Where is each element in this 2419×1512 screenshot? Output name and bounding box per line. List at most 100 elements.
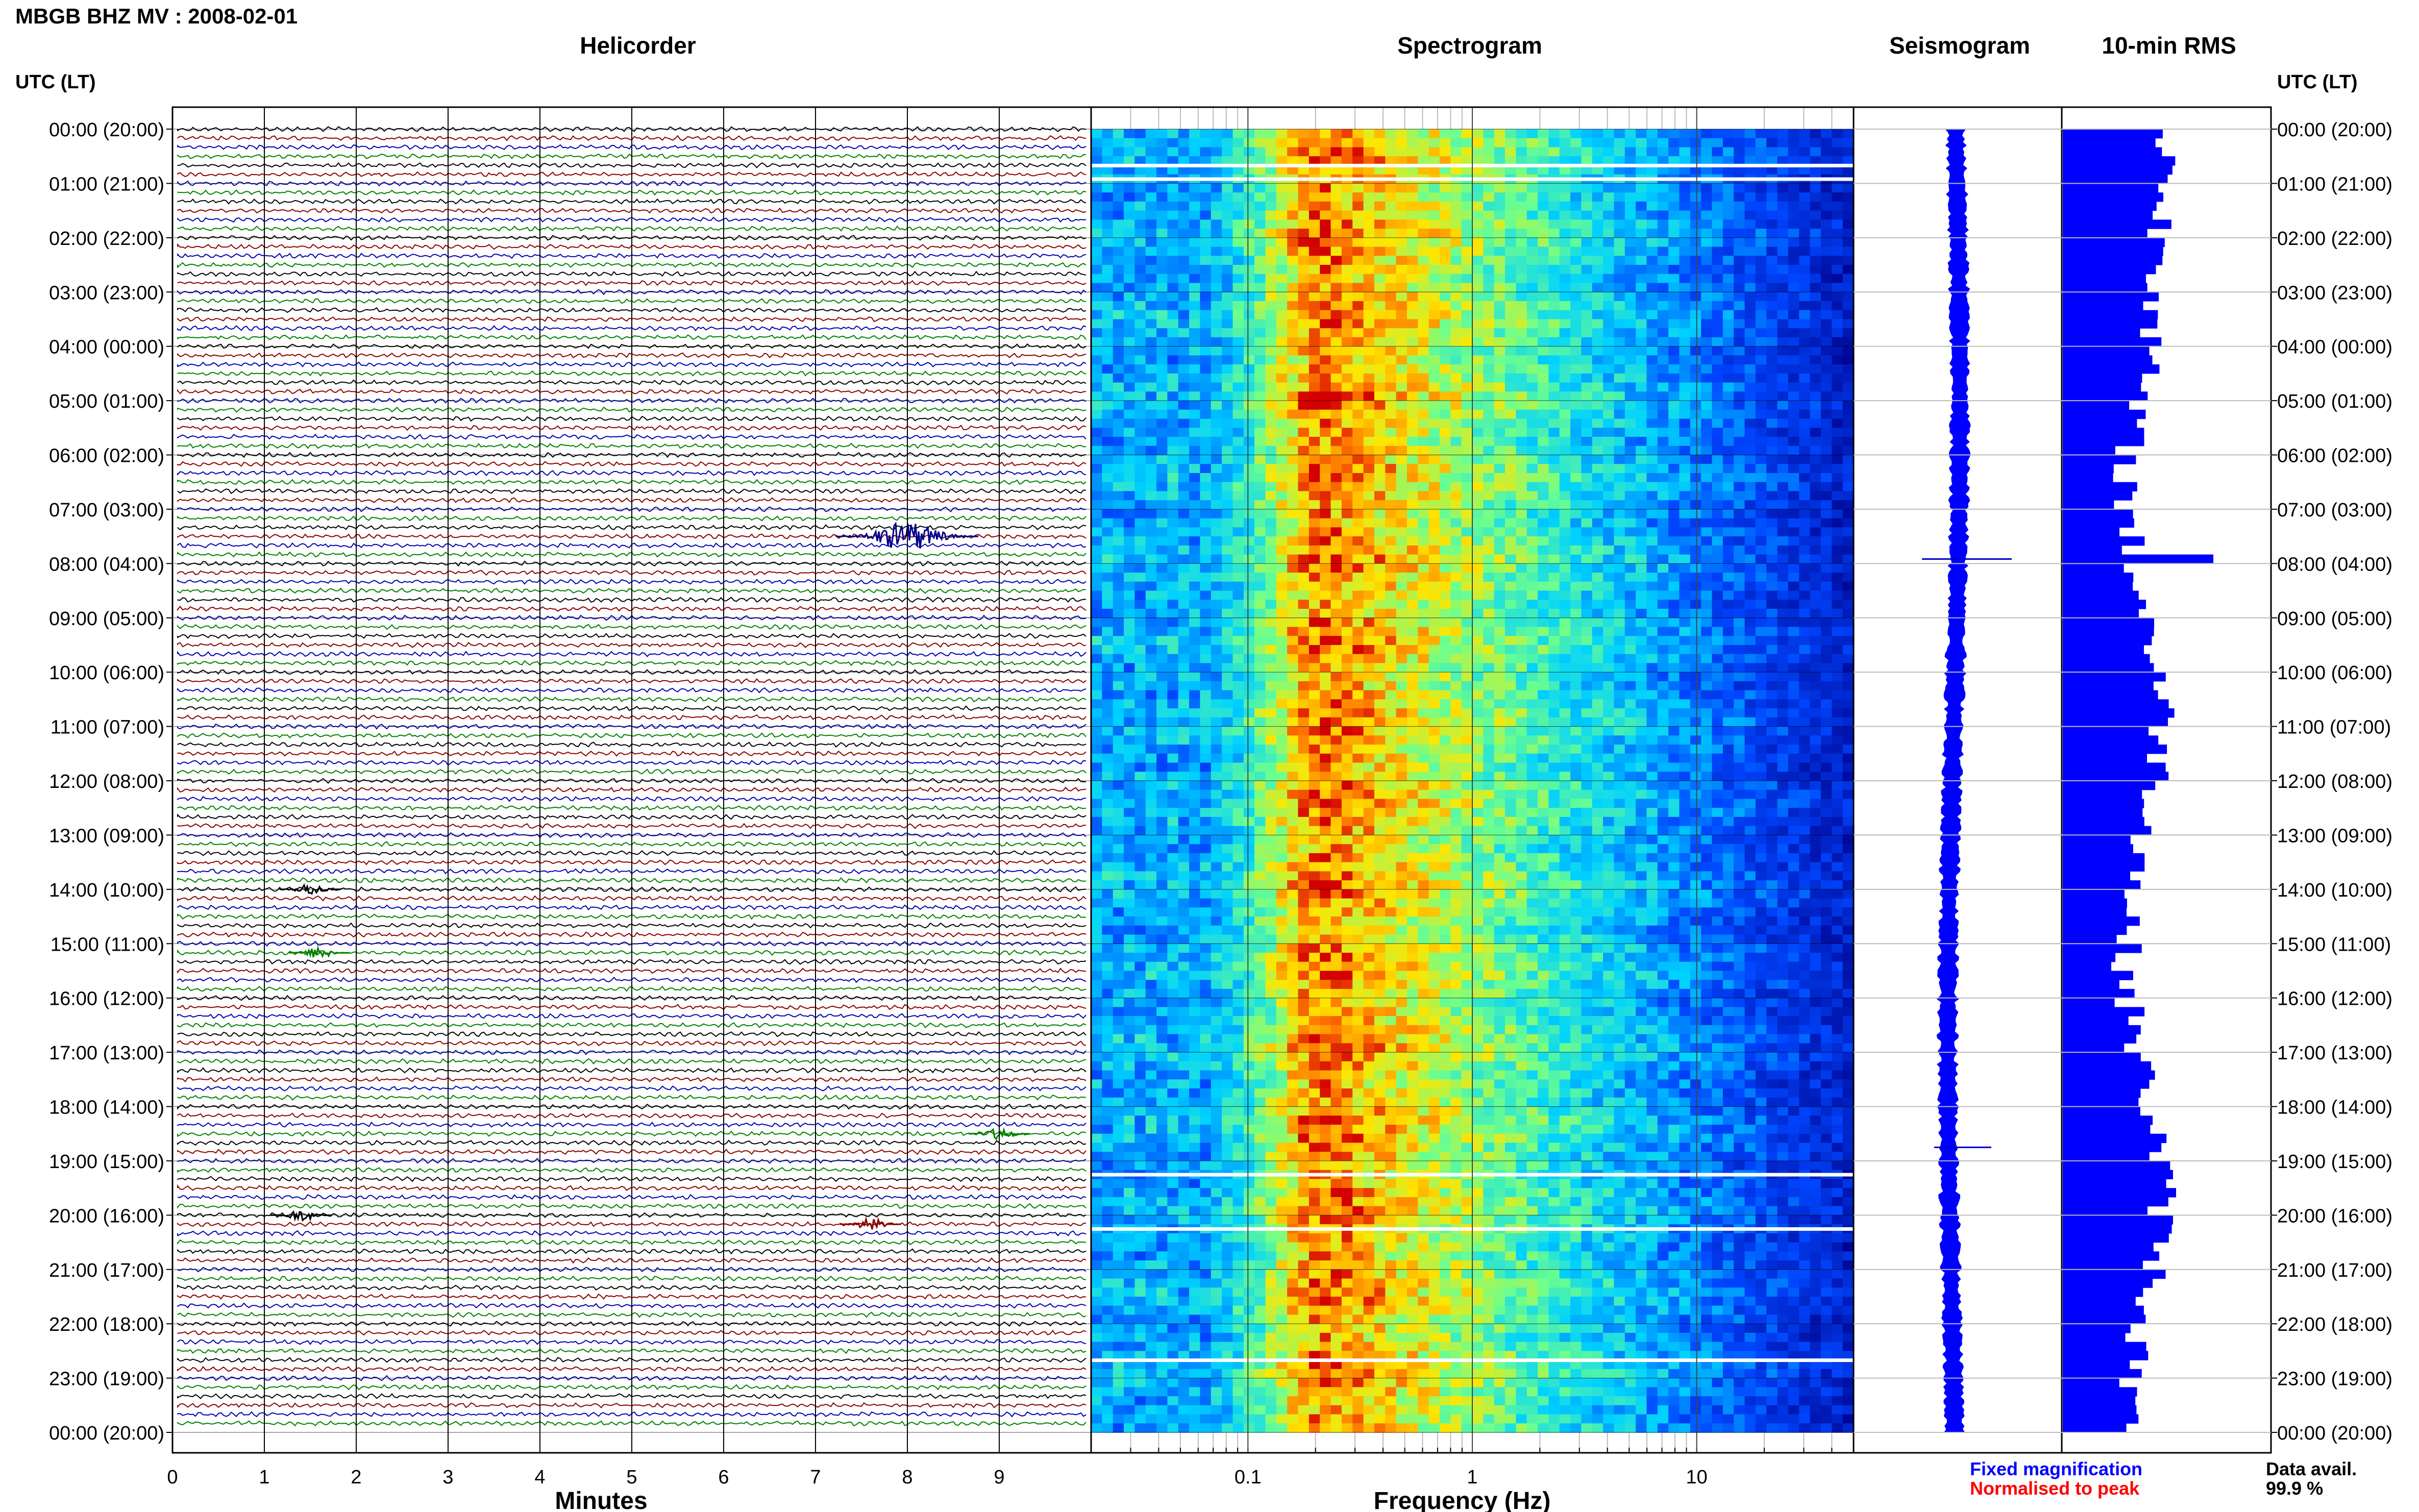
- spectrogram-cell: [1287, 301, 1299, 311]
- spectrogram-cell: [1636, 129, 1647, 139]
- spectrogram-cell: [1832, 319, 1843, 329]
- spectrogram-cell: [1581, 509, 1593, 519]
- spectrogram-cell: [1559, 265, 1571, 275]
- spectrogram-cell: [1287, 735, 1299, 745]
- spectrogram-cell: [1265, 210, 1277, 220]
- spectrogram-cell: [1352, 364, 1364, 374]
- spectrogram-cell: [1091, 663, 1103, 673]
- spectrogram-cell: [1200, 292, 1212, 302]
- spectrogram-cell: [1646, 609, 1658, 618]
- spectrogram-cell: [1102, 192, 1114, 202]
- spectrogram-cell: [1374, 183, 1386, 193]
- spectrogram-cell: [1766, 337, 1778, 347]
- spectrogram-cell: [1461, 609, 1473, 618]
- spectrogram-cell: [1712, 636, 1723, 646]
- spectrogram-cell: [1124, 364, 1136, 374]
- spectrogram-cell: [1134, 147, 1146, 157]
- spectrogram-cell: [1440, 672, 1451, 682]
- spectrogram-cell: [1124, 573, 1136, 582]
- spectrogram-cell: [1592, 645, 1603, 655]
- helicorder-trace: [177, 216, 1087, 223]
- spectrogram-cell: [1624, 373, 1636, 383]
- helicorder-trace: [177, 1393, 1087, 1400]
- spectrogram-cell: [1265, 229, 1277, 238]
- spectrogram-cell: [1298, 672, 1310, 682]
- spectrogram-cell: [1548, 337, 1560, 347]
- spectrogram-cell: [1821, 328, 1833, 338]
- spectrogram-cell: [1526, 355, 1538, 365]
- helicorder-trace: [177, 1139, 1087, 1146]
- spectrogram-cell: [1777, 636, 1789, 646]
- spectrogram-cell: [1494, 554, 1505, 564]
- spectrogram-cell: [1428, 563, 1440, 573]
- spectrogram-cell: [1156, 229, 1168, 238]
- spectrogram-cell: [1320, 265, 1331, 275]
- spectrogram-cell: [1134, 156, 1146, 166]
- spectrogram-cell: [1396, 265, 1408, 275]
- spectrogram-cell: [1657, 672, 1669, 682]
- spectrogram-cell: [1832, 581, 1843, 591]
- spectrogram-cell: [1799, 364, 1811, 374]
- spectrogram-cell: [1254, 337, 1266, 347]
- spectrogram-cell: [1755, 717, 1767, 727]
- spectrogram-cell: [1494, 654, 1505, 664]
- spectrogram-cell: [1526, 473, 1538, 483]
- spectrogram-cell: [1145, 617, 1157, 628]
- spectrogram-cell: [1603, 654, 1615, 664]
- spectrogram-cell: [1668, 663, 1680, 673]
- spectrogram-cell: [1766, 464, 1778, 474]
- spectrogram-cell: [1134, 573, 1146, 582]
- spectrogram-cell: [1265, 401, 1277, 410]
- spectrogram-cell: [1570, 681, 1582, 691]
- spectrogram-cell: [1472, 156, 1484, 166]
- spectrogram-cell: [1842, 219, 1854, 229]
- spectrogram-cell: [1232, 554, 1244, 564]
- spectrogram-cell: [1505, 274, 1517, 284]
- spectrogram-cell: [1570, 292, 1582, 302]
- spectrogram-cell: [1396, 563, 1408, 573]
- spectrogram-cell: [1636, 708, 1647, 718]
- spectrogram-cell: [1309, 645, 1320, 655]
- spectrogram-cell: [1243, 699, 1255, 709]
- spectrogram-cell: [1396, 129, 1408, 139]
- spectrogram-cell: [1788, 310, 1799, 320]
- spectrogram-cell: [1799, 138, 1811, 148]
- spectrogram-cell: [1592, 409, 1603, 419]
- spectrogram-cell: [1167, 654, 1179, 664]
- spectrogram-cell: [1330, 328, 1342, 338]
- spectrogram-cell: [1102, 283, 1114, 292]
- spectrogram-cell: [1505, 536, 1517, 546]
- spectrogram-cell: [1755, 536, 1767, 546]
- spectrogram-cell: [1810, 482, 1821, 492]
- spectrogram-cell: [1330, 573, 1342, 582]
- spectrogram-cell: [1472, 509, 1484, 519]
- spectrogram-cell: [1406, 283, 1418, 292]
- spectrogram-cell: [1755, 283, 1767, 292]
- spectrogram-cell: [1788, 627, 1799, 636]
- spectrogram-cell: [1145, 210, 1157, 220]
- spectrogram-cell: [1113, 373, 1124, 383]
- spectrogram-cell: [1603, 645, 1615, 655]
- spectrogram-cell: [1636, 745, 1647, 754]
- spectrogram-cell: [1570, 192, 1582, 202]
- spectrogram-cell: [1440, 509, 1451, 519]
- spectrogram-cell: [1124, 437, 1136, 447]
- spectrogram-cell: [1102, 708, 1114, 718]
- spectrogram-cell: [1320, 201, 1331, 211]
- spectrogram-cell: [1701, 156, 1713, 166]
- spectrogram-cell: [1832, 681, 1843, 691]
- spectrogram-cell: [1211, 518, 1222, 528]
- spectrogram-cell: [1178, 518, 1190, 528]
- spectrogram-cell: [1734, 138, 1745, 148]
- spectrogram-cell: [1363, 573, 1375, 582]
- spectrogram-cell: [1483, 409, 1495, 419]
- spectrogram-cell: [1701, 590, 1713, 600]
- spectrogram-cell: [1624, 581, 1636, 591]
- spectrogram-cell: [1145, 246, 1157, 256]
- spectrogram-cell: [1712, 183, 1723, 193]
- spectrogram-cell: [1734, 536, 1745, 546]
- spectrogram-cell: [1592, 726, 1603, 736]
- spectrogram-cell: [1243, 445, 1255, 456]
- spectrogram-cell: [1832, 346, 1843, 356]
- spectrogram-cell: [1570, 310, 1582, 320]
